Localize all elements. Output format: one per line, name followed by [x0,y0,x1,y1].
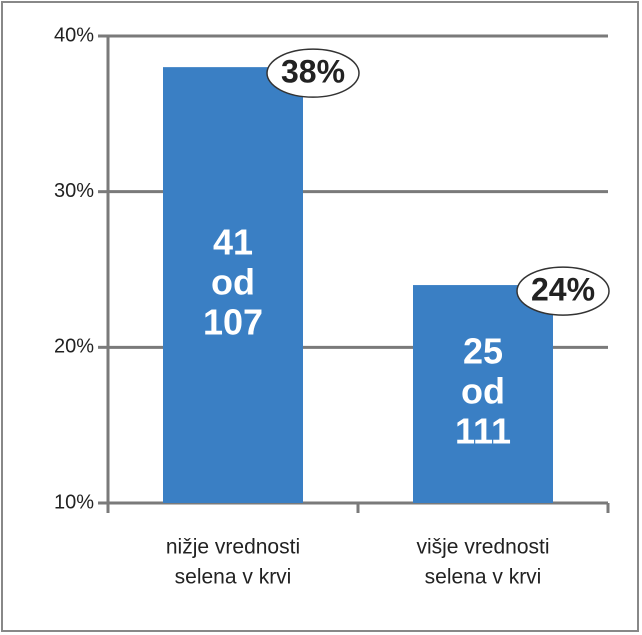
inner-label: 107 [203,302,263,343]
bar [413,285,553,503]
x-tick-label: nižje vrednosti [166,536,300,559]
x-tick-label: višje vrednosti [416,536,549,559]
y-tick-label: 40% [54,24,94,46]
bar [163,67,303,503]
inner-label: od [211,262,255,303]
value-label: 38% [281,54,345,90]
inner-label: od [461,371,505,412]
value-label: 24% [531,272,595,308]
y-tick-label: 10% [54,491,94,513]
x-tick-label: selena v krvi [425,566,542,589]
inner-label: 25 [463,331,503,372]
inner-label: 111 [455,411,511,452]
x-tick-label: selena v krvi [175,566,292,589]
value-label-bubble [266,48,360,98]
y-tick-label: 20% [54,336,94,358]
inner-label: 41 [213,222,253,263]
y-tick-label: 30% [54,180,94,202]
value-label-bubble [516,266,610,316]
